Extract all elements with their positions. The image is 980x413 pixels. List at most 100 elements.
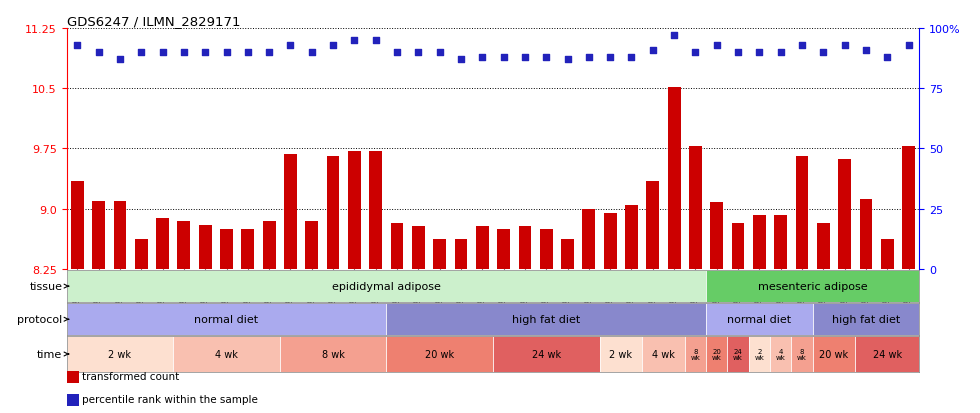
Bar <box>562 240 574 269</box>
Point <box>70 43 85 49</box>
Text: normal diet: normal diet <box>194 314 259 325</box>
Bar <box>433 240 446 269</box>
Text: percentile rank within the sample: percentile rank within the sample <box>82 394 258 404</box>
Bar <box>796 157 808 269</box>
Bar <box>518 227 531 269</box>
Point <box>133 50 149 56</box>
Text: epididymal adipose: epididymal adipose <box>332 281 441 292</box>
Bar <box>791 337 812 372</box>
Text: tissue: tissue <box>29 281 63 292</box>
Point <box>91 50 107 56</box>
Bar <box>685 337 706 372</box>
Bar <box>67 271 706 302</box>
Bar <box>67 337 173 372</box>
Point <box>794 43 809 49</box>
Text: 4 wk: 4 wk <box>652 349 675 359</box>
Text: 8 wk: 8 wk <box>321 349 345 359</box>
Bar <box>476 227 489 269</box>
Bar <box>369 152 382 269</box>
Point <box>197 50 213 56</box>
Bar <box>412 227 424 269</box>
Point <box>560 57 575 64</box>
Bar <box>706 337 727 372</box>
Point <box>304 50 319 56</box>
Bar <box>625 205 638 269</box>
Point <box>347 38 363 44</box>
Text: 20 wk: 20 wk <box>425 349 454 359</box>
Point <box>112 57 127 64</box>
Bar <box>689 147 702 269</box>
Point <box>474 55 490 61</box>
Point <box>453 57 468 64</box>
Bar <box>642 337 685 372</box>
Point <box>623 55 639 61</box>
Bar <box>727 337 749 372</box>
Bar <box>280 337 386 372</box>
Point <box>858 47 874 54</box>
Text: 20
wk: 20 wk <box>711 349 721 360</box>
Point <box>155 50 171 56</box>
Text: 2 wk: 2 wk <box>109 349 131 359</box>
Bar <box>391 223 404 269</box>
Bar <box>647 181 660 269</box>
Bar <box>326 157 339 269</box>
Text: high fat diet: high fat diet <box>832 314 900 325</box>
Bar <box>856 337 919 372</box>
Point <box>219 50 234 56</box>
Text: mesenteric adipose: mesenteric adipose <box>758 281 867 292</box>
Point <box>773 50 789 56</box>
Bar <box>706 304 812 335</box>
Bar <box>903 147 915 269</box>
Bar <box>774 216 787 269</box>
Point <box>368 38 383 44</box>
Point <box>389 50 405 56</box>
Bar <box>749 337 770 372</box>
Point <box>603 55 618 61</box>
Bar <box>114 201 126 269</box>
Text: 8
wk: 8 wk <box>691 349 701 360</box>
Bar <box>859 199 872 269</box>
Bar <box>386 304 706 335</box>
Bar <box>71 181 83 269</box>
Text: 24 wk: 24 wk <box>873 349 902 359</box>
Point <box>709 43 724 49</box>
Text: 20 wk: 20 wk <box>819 349 849 359</box>
Bar <box>812 304 919 335</box>
Bar <box>667 88 680 269</box>
Point <box>432 50 448 56</box>
Bar <box>348 152 361 269</box>
Bar <box>173 337 280 372</box>
Bar <box>604 213 616 269</box>
Point <box>901 43 916 49</box>
Bar <box>284 155 297 269</box>
Bar <box>600 337 642 372</box>
Bar <box>732 223 745 269</box>
Bar <box>92 201 105 269</box>
Point <box>240 50 256 56</box>
Point <box>262 50 277 56</box>
Bar <box>177 221 190 269</box>
Text: high fat diet: high fat diet <box>513 314 580 325</box>
Point <box>176 50 192 56</box>
Bar <box>493 337 600 372</box>
Bar <box>455 240 467 269</box>
Bar <box>710 203 723 269</box>
Bar <box>241 229 254 269</box>
Bar <box>753 216 765 269</box>
Bar <box>220 229 233 269</box>
Text: normal diet: normal diet <box>727 314 792 325</box>
Point <box>688 50 704 56</box>
Point <box>815 50 831 56</box>
Bar <box>386 337 493 372</box>
Text: 4
wk: 4 wk <box>776 349 786 360</box>
Point <box>879 55 895 61</box>
Bar <box>67 304 386 335</box>
Bar <box>838 159 851 269</box>
Point <box>496 55 512 61</box>
Text: 4 wk: 4 wk <box>215 349 238 359</box>
Point <box>411 50 426 56</box>
Point <box>282 43 298 49</box>
Point <box>325 43 341 49</box>
Bar <box>135 240 148 269</box>
Point <box>666 33 682 39</box>
